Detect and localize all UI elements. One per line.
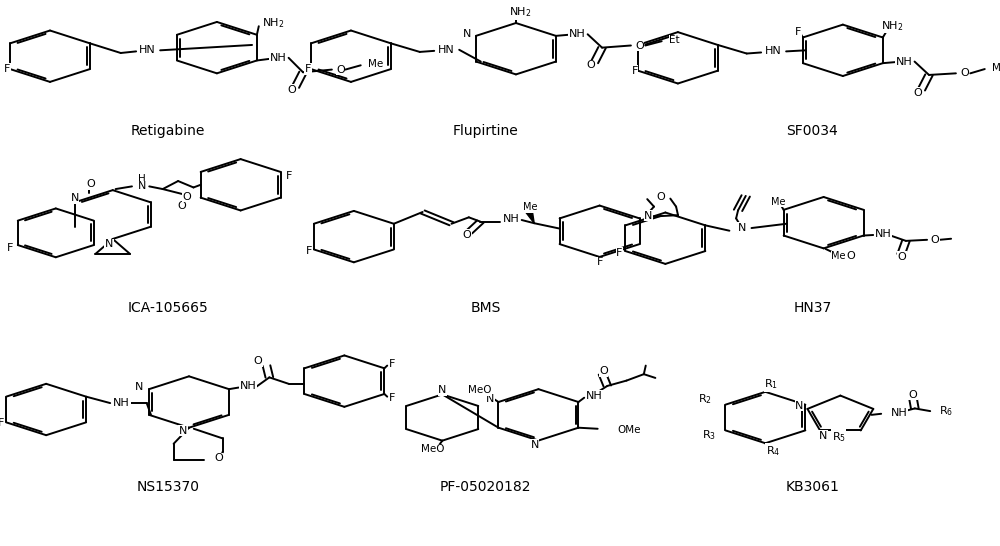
Text: OMe: OMe: [617, 425, 640, 435]
Text: HN: HN: [765, 46, 782, 56]
Text: O: O: [586, 60, 595, 70]
Text: NH: NH: [270, 53, 286, 63]
Text: N: N: [819, 431, 827, 441]
Text: Me: Me: [992, 63, 1000, 73]
Text: NH: NH: [240, 382, 257, 391]
Text: O: O: [86, 180, 95, 189]
Text: N: N: [135, 382, 143, 392]
Text: HN: HN: [139, 45, 156, 55]
Text: O: O: [253, 357, 262, 366]
Text: F: F: [632, 66, 638, 76]
Text: F: F: [596, 257, 603, 268]
Text: MeO: MeO: [421, 444, 444, 454]
Text: O: O: [960, 68, 969, 78]
Text: F: F: [305, 64, 311, 74]
Text: R$_2$: R$_2$: [698, 393, 712, 406]
Text: NH$_2$: NH$_2$: [509, 5, 532, 19]
Text: F: F: [0, 418, 4, 429]
Text: O: O: [599, 366, 608, 376]
Text: N: N: [105, 239, 113, 250]
Text: F: F: [389, 359, 396, 369]
Text: O: O: [656, 192, 665, 202]
Text: HN: HN: [438, 45, 455, 55]
Text: Me: Me: [368, 59, 384, 69]
Text: N: N: [644, 211, 653, 221]
Text: O: O: [214, 453, 223, 463]
Text: NH: NH: [586, 390, 603, 401]
Text: H: H: [138, 174, 145, 185]
Text: O: O: [182, 192, 191, 201]
Text: NH: NH: [891, 408, 908, 418]
Text: F: F: [616, 248, 623, 258]
Text: O: O: [287, 85, 296, 95]
Text: N: N: [179, 426, 187, 436]
Text: NH: NH: [569, 29, 585, 39]
Text: Me: Me: [831, 251, 846, 262]
Text: NH: NH: [113, 398, 130, 408]
Text: Retigabine: Retigabine: [131, 124, 205, 138]
Text: N: N: [530, 440, 539, 450]
Text: Me: Me: [771, 197, 785, 207]
Text: N: N: [795, 401, 804, 411]
Text: R$_1$: R$_1$: [764, 377, 778, 391]
Text: F: F: [7, 243, 13, 253]
Text: NH: NH: [896, 57, 912, 67]
Text: Et: Et: [669, 35, 680, 45]
Text: F: F: [795, 27, 801, 37]
Text: NH$_2$: NH$_2$: [881, 19, 904, 33]
Text: F: F: [286, 171, 293, 181]
Text: O: O: [913, 87, 922, 98]
Text: F: F: [389, 393, 396, 403]
Text: N: N: [137, 181, 146, 192]
Text: N: N: [738, 223, 746, 233]
Text: Flupirtine: Flupirtine: [453, 124, 518, 138]
Text: O: O: [463, 230, 471, 240]
Text: NH: NH: [503, 214, 519, 224]
Text: O: O: [909, 389, 917, 400]
Text: R$_3$: R$_3$: [702, 428, 716, 442]
Text: O: O: [898, 252, 906, 262]
Text: O: O: [336, 64, 345, 75]
Text: SF0034: SF0034: [787, 124, 838, 138]
Text: F: F: [306, 246, 312, 256]
Text: NH: NH: [874, 229, 891, 240]
Text: Me: Me: [523, 202, 538, 212]
Text: KB3061: KB3061: [786, 480, 839, 494]
Text: O: O: [846, 251, 855, 262]
Text: N: N: [486, 394, 495, 404]
Polygon shape: [525, 210, 534, 223]
Text: F: F: [4, 64, 10, 74]
Text: N: N: [438, 385, 446, 395]
Text: R$_4$: R$_4$: [766, 444, 780, 458]
Text: MeO: MeO: [468, 385, 491, 395]
Text: O: O: [635, 40, 644, 50]
Text: R$_6$: R$_6$: [939, 404, 953, 418]
Text: NH$_2$: NH$_2$: [262, 16, 284, 30]
Text: NS15370: NS15370: [137, 480, 200, 494]
Text: ICA-105665: ICA-105665: [128, 301, 209, 315]
Text: PF-05020182: PF-05020182: [440, 480, 531, 494]
Text: O: O: [930, 235, 939, 245]
Text: O: O: [178, 201, 186, 211]
Text: R$_5$: R$_5$: [832, 430, 846, 444]
Text: BMS: BMS: [470, 301, 501, 315]
Text: N: N: [71, 193, 79, 203]
Text: HN37: HN37: [793, 301, 832, 315]
Text: N: N: [463, 29, 471, 39]
